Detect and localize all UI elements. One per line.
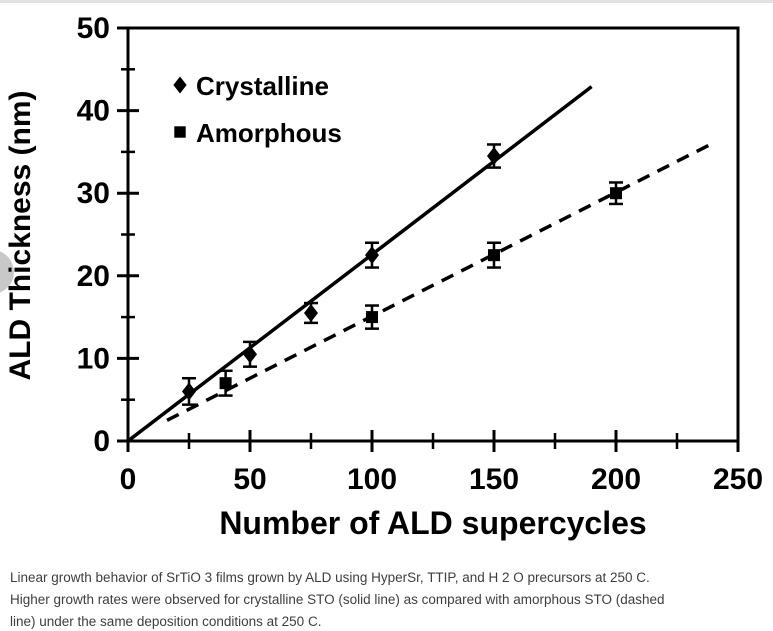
x-tick-label: 200 xyxy=(591,463,641,496)
y-tick-label: 30 xyxy=(77,177,110,210)
y-tick-label: 10 xyxy=(77,342,110,375)
y-tick-label: 0 xyxy=(93,425,110,458)
amorphous-data-point xyxy=(610,187,622,200)
x-tick-label: 0 xyxy=(120,463,137,496)
amorphous-data-point xyxy=(366,311,378,324)
amorphous-fit-line xyxy=(166,143,710,422)
y-tick-label: 40 xyxy=(77,95,110,128)
amorphous-data-point xyxy=(219,377,232,390)
legend-label-crystalline: Crystalline xyxy=(196,71,329,101)
caption-line-1: Linear growth behavior of SrTiO 3 films … xyxy=(10,570,650,585)
y-tick-label: 50 xyxy=(77,12,110,45)
crystalline-data-point xyxy=(365,246,379,265)
legend-label-amorphous: Amorphous xyxy=(196,118,342,148)
crystalline-data-point xyxy=(243,345,257,364)
figure-caption: Linear growth behavior of SrTiO 3 films … xyxy=(10,567,766,631)
y-axis-title: ALD Thickness (nm) xyxy=(4,90,37,380)
previous-image-button[interactable] xyxy=(0,250,14,294)
x-tick-label: 150 xyxy=(469,463,519,496)
legend-diamond-icon xyxy=(173,76,187,94)
x-tick-label: 50 xyxy=(233,463,266,496)
caption-line-3: line) under the same deposition conditio… xyxy=(10,614,322,629)
crystalline-fit-line xyxy=(126,85,593,443)
amorphous-data-point xyxy=(488,249,500,262)
ald-growth-chart: 0 10 20 30 40 50 0 50 100 150 200 250 Number of ALD … xyxy=(4,12,763,541)
crystalline-data-point xyxy=(487,147,501,166)
crystalline-data-point xyxy=(304,303,318,322)
crystalline-data-point xyxy=(182,382,196,401)
y-tick-label: 20 xyxy=(77,260,110,293)
top-edge-strip xyxy=(0,0,773,3)
x-tick-label: 100 xyxy=(347,463,397,496)
caption-line-2: Higher growth rates were observed for cr… xyxy=(10,592,665,607)
x-tick-label: 250 xyxy=(713,463,763,496)
x-axis-title: Number of ALD supercycles xyxy=(219,505,646,541)
legend-square-icon xyxy=(174,126,186,138)
